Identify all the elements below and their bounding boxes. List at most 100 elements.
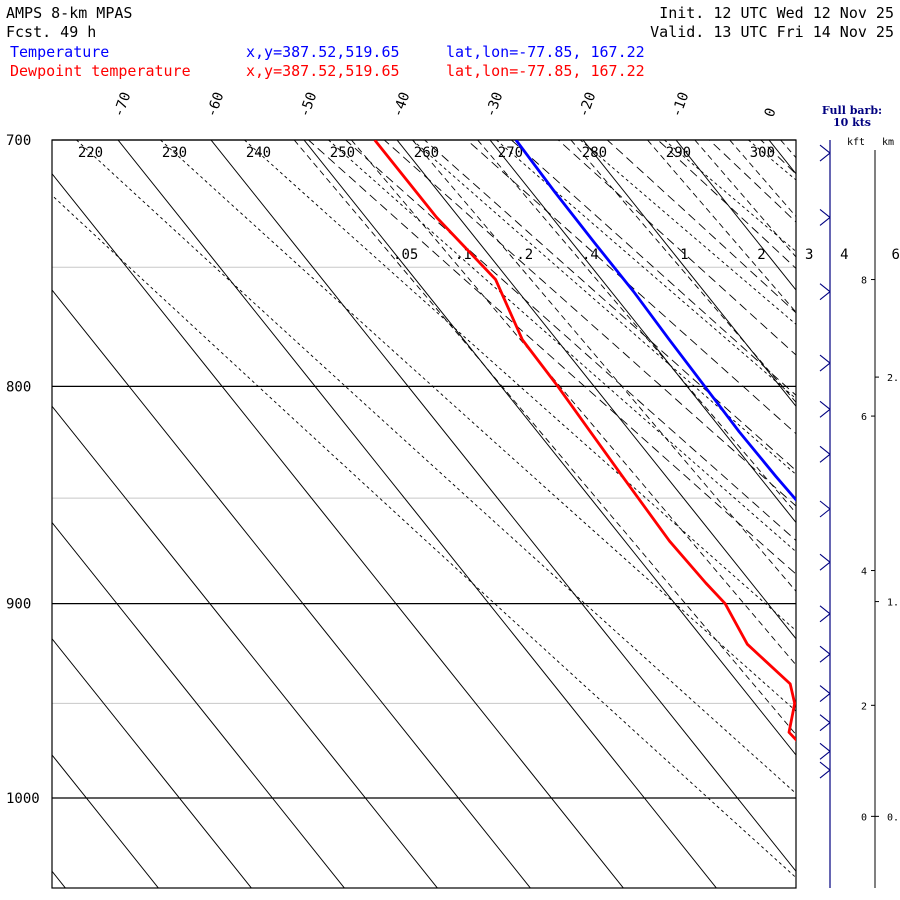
isotherm <box>52 172 624 888</box>
temperature-tick-label: -20 <box>576 90 600 119</box>
wind-barb <box>819 283 831 301</box>
moist-adiabat <box>308 140 796 575</box>
temperature-tick-label: -70 <box>111 90 135 119</box>
theta-labels: 220 230 240 250 260 270 280 290 300 <box>78 145 775 161</box>
isotherm <box>52 754 159 888</box>
legend-dewpoint-xy: x,y=387.52,519.65 <box>246 62 400 80</box>
isotherm <box>489 140 796 524</box>
isotherm <box>675 140 796 291</box>
mixing-ratio-line <box>293 140 796 736</box>
moist-adiabat <box>557 140 796 356</box>
moist-adiabat <box>511 140 796 396</box>
pressure-tick-label: 800 <box>6 379 31 395</box>
temperature-tick-label: -10 <box>669 90 693 119</box>
isotherm <box>303 140 796 756</box>
km-tick-label: 1. <box>887 598 899 609</box>
isobar-lines <box>52 139 796 799</box>
kft-tick-label: 2 <box>861 701 867 712</box>
isotherm <box>396 140 796 640</box>
theta-label: 230 <box>162 145 187 161</box>
wind-barb <box>819 208 831 226</box>
mixing-ratio-line <box>412 140 796 592</box>
temperature-tick-label: -50 <box>297 90 321 119</box>
km-tick-label: 2. <box>887 373 899 384</box>
km-tick-label: 0. <box>887 812 899 823</box>
init-time: Init. 12 UTC Wed 12 Nov 25 <box>659 4 894 22</box>
legend-temperature-name: Temperature <box>10 43 109 61</box>
wind-barb <box>819 645 831 663</box>
dewpoint-temperature-line <box>373 140 796 742</box>
pressure-tick-label: 700 <box>6 133 31 149</box>
wind-barb <box>819 400 831 418</box>
wind-barb <box>819 500 831 518</box>
temperature-tick-label: -30 <box>483 90 507 119</box>
legend-dewpoint-latlon: lat,lon=-77.85, 167.22 <box>446 62 645 80</box>
theta-label: 250 <box>330 145 355 161</box>
intermediate-pressure-lines <box>52 266 796 704</box>
wind-barb-column <box>819 140 831 888</box>
wind-barb <box>819 742 831 760</box>
barb-legend-line2: 10 kts <box>833 116 871 129</box>
mixing-ratio-label: .1 <box>455 247 472 263</box>
mixing-ratio-label: .2 <box>516 247 533 263</box>
theta-label: 300 <box>750 145 775 161</box>
pressure-tick-label: 900 <box>6 597 31 613</box>
pressure-tick-label: 1000 <box>6 791 40 807</box>
mixing-ratio-label: 2 <box>757 247 765 263</box>
dry-adiabat <box>244 140 796 632</box>
mixing-ratio-line <box>351 140 796 666</box>
dry-adiabat <box>748 140 796 181</box>
mixing-ratio-line <box>570 140 796 403</box>
height-axis: 0 2 4 6 8 0. 1. 2. <box>861 150 899 888</box>
kft-axis-label: kft <box>847 137 865 148</box>
mixing-ratio-label: 4 <box>840 247 848 263</box>
barb-legend-line1: Full barb: <box>822 104 882 117</box>
kft-tick-label: 4 <box>861 567 867 578</box>
thermodynamic-grid <box>52 140 796 888</box>
isotherm <box>582 140 796 408</box>
valid-time: Valid. 13 UTC Fri 14 Nov 25 <box>650 23 894 41</box>
isotherm <box>52 637 252 888</box>
wind-barb <box>819 714 831 732</box>
isotherm <box>210 140 796 873</box>
sounding-profiles <box>373 140 796 742</box>
wind-barb <box>819 144 831 162</box>
dry-adiabat <box>328 140 796 553</box>
theta-label: 270 <box>498 145 523 161</box>
pressure-tick-labels: 700 800 900 1000 <box>6 133 40 807</box>
theta-label: 260 <box>414 145 439 161</box>
mixing-ratio-labels: .05.1.2.41234610 <box>393 247 900 263</box>
mixing-ratio-line <box>477 140 796 514</box>
legend-temperature-xy: x,y=387.52,519.65 <box>246 43 400 61</box>
theta-label: 220 <box>78 145 103 161</box>
isotherm <box>52 405 438 888</box>
legend-temperature-latlon: lat,lon=-77.85, 167.22 <box>446 43 645 61</box>
forecast-hour: Fcst. 49 h <box>6 23 96 41</box>
wind-barb <box>819 354 831 372</box>
temperature-tick-label: -40 <box>390 90 414 119</box>
wind-barb <box>819 553 831 571</box>
temperature-tick-labels: -70 -60 -50 -40 -30 -20 -10 0 <box>111 90 780 119</box>
isotherm <box>52 521 345 888</box>
wind-barb <box>819 685 831 703</box>
moist-adiabat <box>345 140 796 542</box>
mixing-ratio-line <box>647 140 796 313</box>
km-axis-label: km <box>882 137 894 148</box>
mixing-ratio-label: 6 <box>891 247 899 263</box>
moist-adiabat <box>606 140 796 314</box>
theta-label: 280 <box>582 145 607 161</box>
model-title: AMPS 8-km MPAS <box>6 4 132 22</box>
mixing-ratio-line <box>729 140 796 218</box>
dry-adiabat <box>580 140 796 325</box>
kft-tick-label: 6 <box>861 412 867 423</box>
theta-label: 240 <box>246 145 271 161</box>
temperature-line <box>514 140 796 502</box>
isotherm <box>52 289 531 888</box>
isotherm <box>52 870 66 888</box>
wind-barb <box>819 445 831 463</box>
mixing-ratio-label: 3 <box>805 247 813 263</box>
temperature-tick-label: 0 <box>762 106 780 119</box>
mixing-ratio-label: .05 <box>393 247 418 263</box>
legend-dewpoint-name: Dewpoint temperature <box>10 62 191 80</box>
